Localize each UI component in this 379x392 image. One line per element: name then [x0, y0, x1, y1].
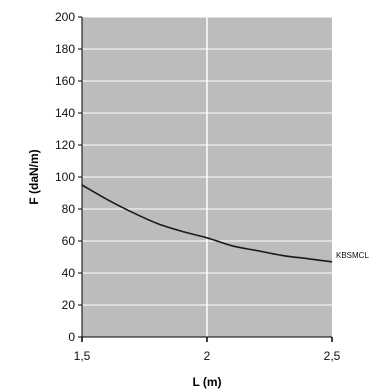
y-tick-label: 100: [55, 170, 75, 184]
series: KBSMCL: [81, 184, 369, 263]
y-tick-label: 140: [55, 106, 75, 120]
axes: [78, 16, 333, 342]
y-tick-labels: 0 20 40 60 80 100 120 140 160 180 200: [55, 10, 75, 344]
y-tick-label: 40: [62, 266, 76, 280]
x-tick-label: 2,5: [324, 349, 341, 363]
y-tick-label: 0: [68, 330, 75, 344]
x-tick-label: 1,5: [74, 349, 91, 363]
gridlines: [82, 16, 332, 337]
y-tick-label: 20: [62, 298, 76, 312]
y-tick-label: 180: [55, 42, 75, 56]
series-line: [81, 184, 333, 263]
y-tick-label: 200: [55, 10, 75, 24]
y-tick-label: 60: [62, 234, 76, 248]
x-tick-label: 2: [204, 349, 211, 363]
y-tick-label: 80: [62, 202, 76, 216]
y-tick-label: 160: [55, 74, 75, 88]
x-axis-title: L (m): [192, 375, 221, 389]
x-tick-labels: 1,5 2 2,5: [74, 349, 341, 363]
y-axis-title: F (daN/m): [27, 149, 41, 204]
y-tick-label: 120: [55, 138, 75, 152]
series-label: KBSMCL: [336, 251, 369, 260]
